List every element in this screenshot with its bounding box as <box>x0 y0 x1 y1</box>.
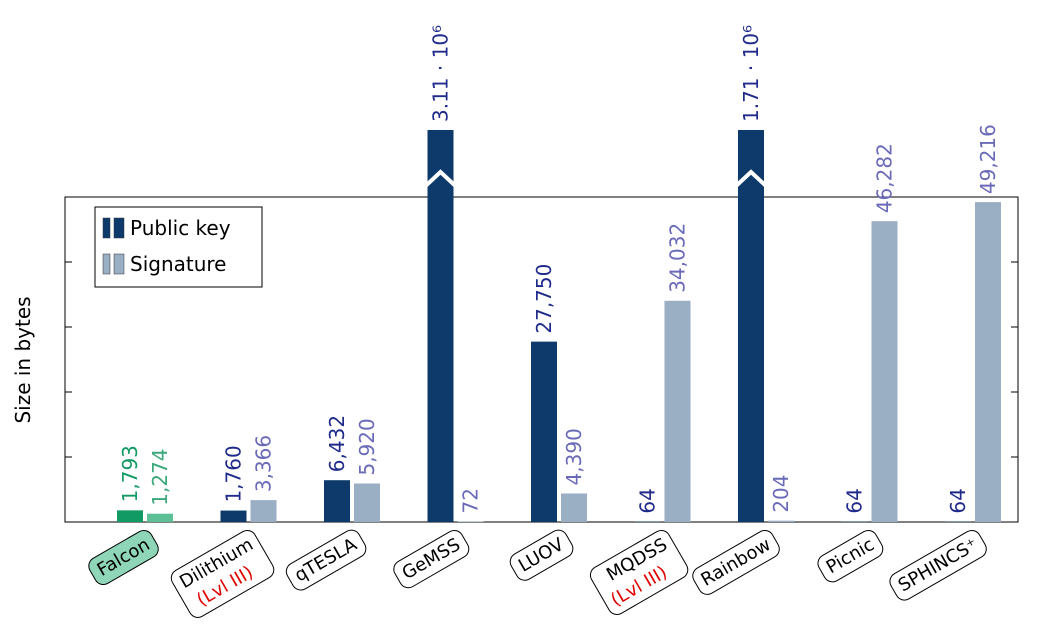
bar <box>324 480 350 522</box>
category-label: Picnic <box>817 529 884 583</box>
legend: Public key Signature <box>94 206 263 288</box>
data-label: 5,920 <box>355 418 379 475</box>
legend-swatch <box>113 217 125 239</box>
legend-label: Public key <box>130 216 231 240</box>
category-box <box>88 529 159 586</box>
bar <box>871 221 898 523</box>
category-box <box>589 529 689 615</box>
category-box <box>285 529 367 591</box>
x-tick-label: SPHINCS⁺ <box>895 534 982 596</box>
category-label: qTESLA <box>285 529 367 591</box>
bar <box>531 341 557 522</box>
bar <box>354 483 380 522</box>
bar <box>738 130 764 522</box>
data-label: 1.71 · 10⁶ <box>739 25 763 122</box>
bar <box>147 513 173 522</box>
category-label: Falcon <box>88 529 159 586</box>
data-label: 1,274 <box>148 448 172 505</box>
axis-break <box>424 169 457 188</box>
bar <box>427 130 454 522</box>
bar <box>250 500 277 522</box>
category-box <box>817 529 884 583</box>
category-box <box>393 529 470 589</box>
data-label: 1,793 <box>118 445 142 502</box>
data-label: 64 <box>946 488 970 513</box>
data-label: 64 <box>636 488 660 513</box>
bar <box>975 202 1001 522</box>
legend-swatch <box>102 217 111 239</box>
category-box <box>692 529 780 595</box>
bar <box>664 300 691 522</box>
bar <box>561 493 587 522</box>
data-label: 3.11 · 10⁶ <box>429 25 453 122</box>
data-label: 46,282 <box>873 143 897 213</box>
y-axis-label: Size in bytes <box>11 296 35 423</box>
legend-swatch <box>113 253 125 275</box>
data-label: 72 <box>459 488 483 513</box>
data-label: 4,390 <box>562 428 586 485</box>
data-label: 204 <box>769 474 793 512</box>
category-box <box>170 529 275 618</box>
category-box <box>509 529 574 581</box>
category-label: LUOV <box>509 529 574 581</box>
data-label: 34,032 <box>666 223 690 293</box>
category-label: SPHINCS⁺ <box>889 529 987 601</box>
axis-break <box>734 169 768 188</box>
category-label: MQDSS(Lvl III) <box>589 529 689 615</box>
bar <box>220 510 247 522</box>
category-label: GeMSS <box>393 529 470 589</box>
data-label: 49,216 <box>976 124 1000 194</box>
data-label: 6,432 <box>325 415 349 472</box>
data-label: 1,760 <box>222 445 246 502</box>
data-label: 27,750 <box>532 264 556 334</box>
legend-label: Signature <box>130 252 226 276</box>
data-label: 64 <box>843 488 867 513</box>
category-label: Dilithium(Lvl III) <box>170 529 275 618</box>
category-label: Rainbow <box>692 529 780 595</box>
category-box <box>889 529 987 601</box>
bar <box>768 520 794 522</box>
legend-swatch <box>102 253 111 275</box>
bar <box>117 510 143 522</box>
data-label: 3,366 <box>252 435 276 492</box>
